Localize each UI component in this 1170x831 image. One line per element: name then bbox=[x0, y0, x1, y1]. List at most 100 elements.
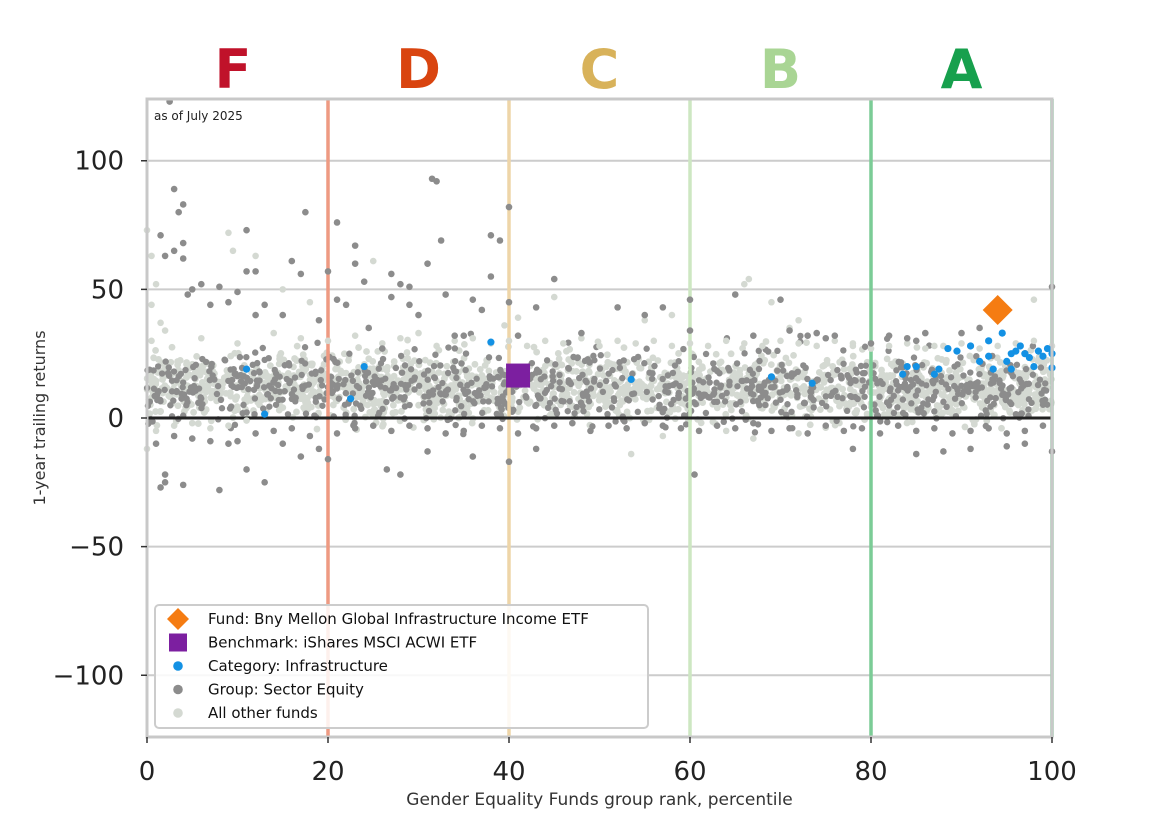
other-fund-point bbox=[299, 351, 307, 359]
sector-equity-point bbox=[383, 398, 390, 406]
series-point bbox=[351, 424, 359, 432]
sector-equity-point bbox=[764, 395, 771, 402]
series-point bbox=[460, 332, 468, 339]
series-point bbox=[713, 422, 721, 430]
sector-equity-point bbox=[379, 355, 387, 363]
series-point bbox=[967, 427, 974, 435]
sector-equity-point bbox=[458, 360, 465, 367]
sector-equity-point bbox=[710, 360, 717, 367]
series-point bbox=[627, 375, 635, 384]
sector-equity-point bbox=[641, 360, 648, 367]
sector-equity-point bbox=[543, 357, 551, 364]
series-point bbox=[351, 260, 359, 267]
sector-equity-point bbox=[236, 353, 244, 361]
sector-equity-point bbox=[987, 403, 994, 410]
sector-equity-point bbox=[444, 369, 452, 377]
series-point bbox=[976, 357, 984, 366]
sector-equity-point bbox=[335, 375, 342, 383]
sector-equity-point bbox=[551, 395, 558, 402]
other-fund-point bbox=[563, 347, 570, 355]
series-point bbox=[745, 275, 753, 283]
sector-equity-point bbox=[485, 354, 493, 361]
sector-equity-point bbox=[958, 400, 966, 407]
other-fund-point bbox=[204, 385, 212, 393]
sector-equity-point bbox=[859, 377, 866, 384]
sector-equity-point bbox=[435, 384, 442, 391]
other-fund-point bbox=[152, 408, 160, 415]
sector-equity-point bbox=[355, 384, 363, 392]
sector-equity-point bbox=[726, 381, 733, 389]
series-point bbox=[976, 345, 983, 352]
sector-equity-point bbox=[1004, 391, 1012, 398]
sector-equity-point bbox=[267, 395, 275, 402]
series-point bbox=[252, 268, 259, 275]
other-fund-point bbox=[761, 356, 769, 364]
sector-equity-point bbox=[445, 344, 452, 351]
other-fund-point bbox=[961, 423, 969, 431]
sector-equity-point bbox=[291, 374, 299, 381]
sector-equity-point bbox=[439, 379, 446, 387]
sector-equity-point bbox=[1002, 396, 1010, 403]
sector-equity-point bbox=[823, 403, 830, 410]
series-point bbox=[216, 486, 223, 494]
other-fund-point bbox=[443, 362, 451, 370]
sector-equity-point bbox=[298, 357, 305, 364]
series-point bbox=[940, 448, 947, 455]
sector-equity-point bbox=[777, 396, 784, 403]
series-point bbox=[415, 329, 422, 337]
series-point bbox=[1021, 440, 1029, 448]
sector-equity-point bbox=[179, 379, 187, 386]
other-fund-point bbox=[767, 361, 775, 369]
other-fund-point bbox=[863, 410, 871, 418]
series-point bbox=[216, 283, 223, 291]
sector-equity-point bbox=[238, 383, 245, 391]
series-point bbox=[786, 327, 793, 334]
other-fund-point bbox=[403, 349, 411, 356]
series-point bbox=[351, 242, 359, 249]
series-point bbox=[157, 232, 164, 239]
sector-equity-point bbox=[755, 365, 763, 373]
sector-equity-point bbox=[401, 393, 408, 401]
sector-equity-point bbox=[675, 389, 683, 397]
sector-equity-point bbox=[643, 388, 651, 396]
sector-equity-point bbox=[439, 398, 446, 405]
series-point bbox=[1003, 357, 1011, 366]
series-point bbox=[731, 291, 739, 298]
sector-equity-point bbox=[571, 410, 578, 417]
series-point bbox=[207, 437, 214, 445]
other-fund-point bbox=[227, 392, 235, 400]
sector-equity-point bbox=[885, 347, 892, 355]
sector-equity-point bbox=[756, 357, 763, 365]
sector-equity-point bbox=[954, 390, 962, 398]
other-fund-point bbox=[600, 372, 607, 379]
sector-equity-point bbox=[634, 353, 642, 361]
sector-equity-point bbox=[342, 376, 349, 384]
other-fund-point bbox=[404, 336, 411, 344]
other-fund-point bbox=[823, 356, 831, 364]
series-point bbox=[1003, 430, 1011, 437]
other-fund-point bbox=[676, 375, 684, 383]
sector-equity-point bbox=[154, 363, 162, 370]
sector-equity-point bbox=[861, 343, 869, 350]
other-fund-point bbox=[555, 355, 563, 363]
series-point bbox=[406, 283, 413, 291]
series-point bbox=[451, 332, 459, 339]
series-point bbox=[704, 342, 712, 350]
sector-equity-point bbox=[851, 376, 858, 384]
other-fund-point bbox=[1024, 386, 1032, 394]
series-point bbox=[550, 293, 558, 301]
grade-label: B bbox=[760, 38, 801, 101]
legend: Fund: Bny Mellon Global Infrastructure I… bbox=[154, 604, 649, 729]
sector-equity-point bbox=[610, 395, 618, 402]
sector-equity-point bbox=[240, 372, 248, 380]
sector-equity-point bbox=[706, 379, 713, 386]
sector-equity-point bbox=[552, 406, 559, 414]
sector-equity-point bbox=[861, 369, 868, 377]
sector-equity-point bbox=[859, 387, 866, 395]
series-point bbox=[541, 337, 549, 345]
sector-equity-point bbox=[402, 382, 409, 390]
other-fund-point bbox=[379, 389, 387, 397]
sector-equity-point bbox=[630, 390, 638, 397]
sector-equity-point bbox=[872, 375, 879, 383]
series-point bbox=[659, 304, 667, 311]
